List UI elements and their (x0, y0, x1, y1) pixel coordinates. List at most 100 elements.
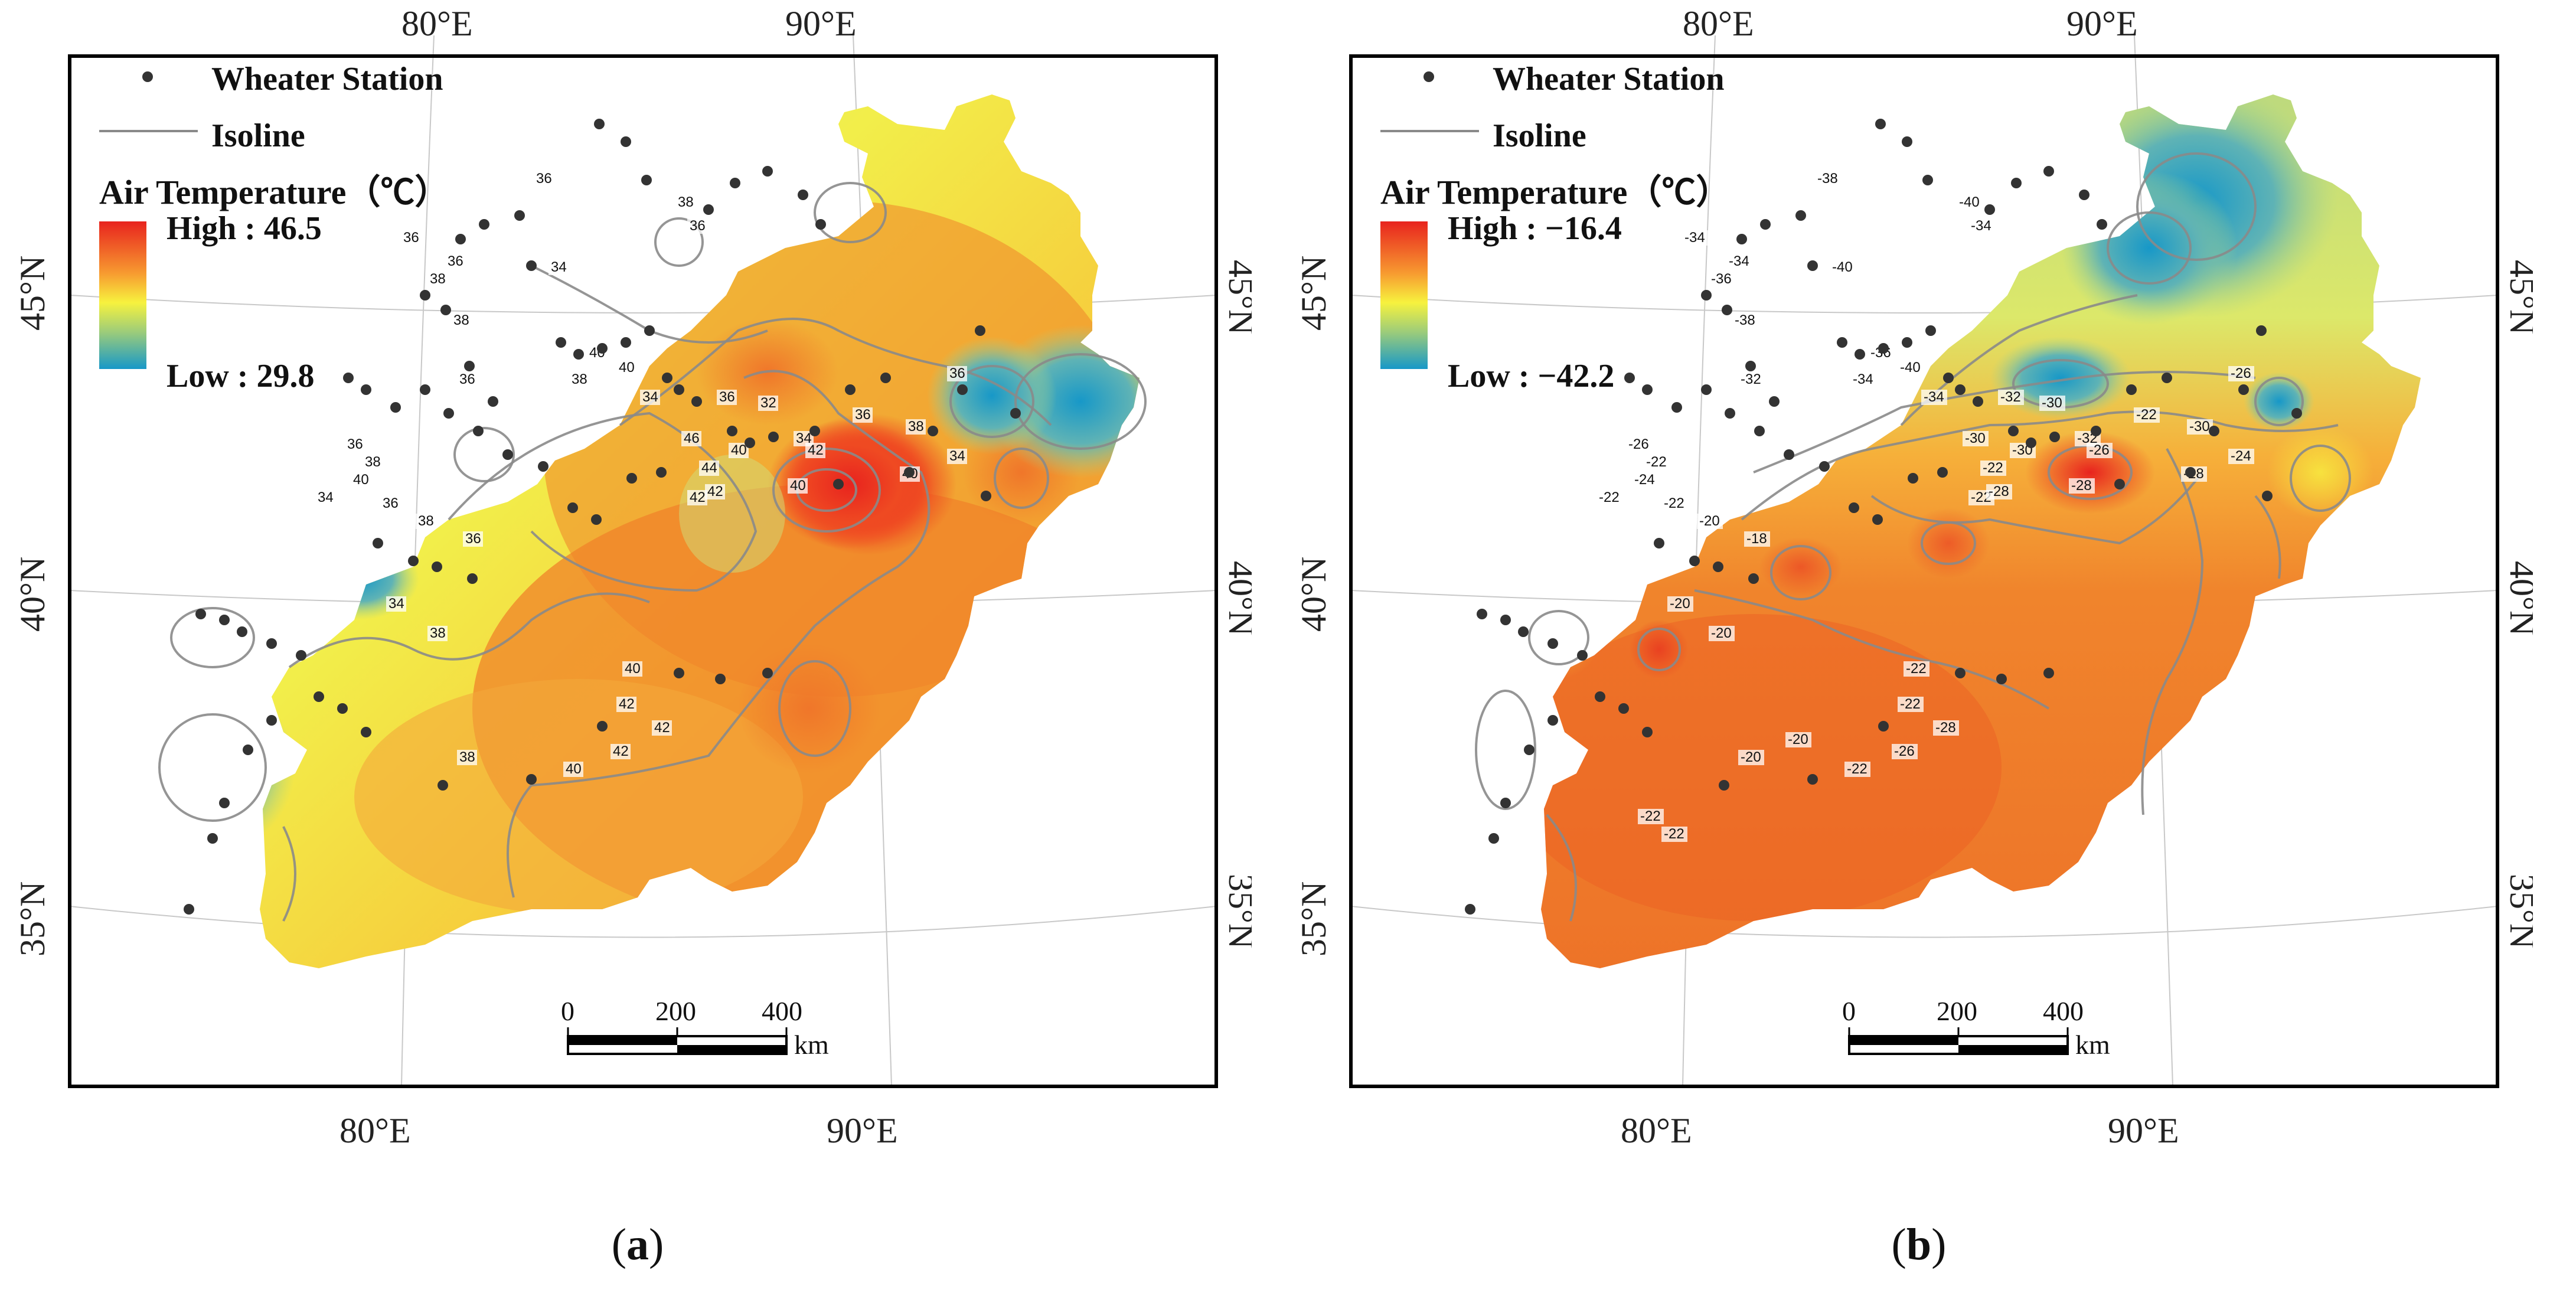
weather-station-dot (1955, 384, 1966, 395)
weather-station-dot (420, 384, 430, 395)
weather-station-dot (219, 798, 230, 808)
isoline-label: -22 (1900, 696, 1921, 712)
lat-label-left-45: 45°N (1294, 256, 1333, 331)
weather-station-dot (880, 373, 891, 383)
weather-station-dot (833, 479, 844, 489)
weather-station-dot (1754, 426, 1765, 436)
weather-station-dot (373, 538, 383, 548)
isolines-b (1475, 152, 2351, 922)
weather-station-dot (662, 373, 672, 383)
scale-tick-0: 0 (1842, 996, 1856, 1026)
isoline-label-bg (681, 431, 701, 446)
isoline-label-bg (1732, 313, 1758, 328)
panel-caption-b: (b) (1891, 1220, 1947, 1269)
weather-station-dot (1488, 833, 1499, 844)
isoline-label-bg (1644, 455, 1670, 470)
weather-station-dot (762, 668, 773, 678)
isoline-label: -36 (1711, 271, 1732, 287)
isoline-label-bg (1815, 171, 1841, 187)
scale-tick-400: 400 (762, 996, 802, 1026)
isoline-label-bg (947, 366, 967, 381)
weather-station-dot (594, 119, 605, 129)
weather-station-dot (266, 638, 277, 649)
weather-station-dot (2185, 467, 2196, 478)
isoline-label-bg (687, 490, 707, 505)
weather-station-dot (479, 219, 489, 230)
isoline-label: -28 (2071, 478, 2092, 494)
map-frame (68, 54, 1218, 1088)
isoline-label: -20 (1699, 513, 1720, 529)
isoline-label: 36 (459, 371, 475, 387)
isoline-label-bg (1850, 372, 1876, 387)
isoline-label: 38 (908, 419, 924, 435)
isoline-label-bg (548, 260, 569, 275)
weather-station-dot (2043, 166, 2054, 177)
color-ramp (99, 221, 146, 369)
weather-station-dot (1547, 638, 1558, 649)
weather-station-dot (1855, 349, 1865, 360)
isoline-label-bg (386, 596, 406, 612)
weather-station-dot (626, 473, 637, 484)
lat-label-left-45: 45°N (13, 256, 52, 331)
isoline-label-bg (1957, 195, 1983, 210)
isoline-label: 40 (353, 472, 369, 488)
lat-label-right-35: 35°N (2503, 874, 2533, 949)
isoline-label-bg (1626, 437, 1652, 452)
isoline-label: -20 (1788, 732, 1808, 747)
weather-station-dot (1577, 650, 1588, 661)
isoline-label: -28 (1989, 484, 2009, 499)
weather-station-dot (207, 833, 218, 844)
isoline-label: -18 (1746, 531, 1767, 547)
weather-station-dot (243, 745, 253, 755)
isoline-label-bg (2228, 366, 2254, 381)
lat-label-left-40: 40°N (1294, 557, 1333, 632)
isoline-label-bg (1998, 390, 2024, 405)
weather-station-dot (1642, 384, 1653, 395)
isoline-label: 40 (625, 661, 641, 677)
isoline-label: -32 (1741, 371, 1761, 387)
weather-station-dot (296, 650, 306, 661)
weather-station-dot (768, 432, 779, 442)
isoline-label: 42 (613, 743, 629, 759)
isoline-label-bg (380, 496, 400, 511)
isoline-label-bg (1933, 720, 1959, 736)
weather-station-dot (440, 305, 451, 315)
isoline-label-bg (622, 661, 642, 677)
isoline-label-bg (705, 484, 725, 499)
lon-label-top-90: 90°E (785, 4, 857, 43)
weather-station-dot (1984, 204, 1995, 215)
isoline-label-bg (1844, 762, 1870, 777)
isoline-label: 34 (318, 489, 334, 505)
isoline-label: -20 (1741, 749, 1761, 765)
legend-a: Wheater Station Isoline Air Temperature（… (99, 61, 449, 394)
isoline-label-bg (457, 750, 477, 765)
isoline-label: -22 (1640, 808, 1661, 824)
caption-letter: b (1906, 1220, 1932, 1269)
weather-station-dot (2256, 325, 2267, 336)
weather-station-dot (2162, 373, 2172, 383)
weather-station-dot (2238, 384, 2249, 395)
isoline-label-bg (427, 272, 448, 287)
isoline-label: 34 (949, 448, 965, 464)
weather-station-dot (219, 615, 230, 625)
weather-station-dot (815, 219, 826, 230)
lat-label-left-35: 35°N (1294, 881, 1333, 956)
isoline-label: 38 (430, 625, 446, 641)
weather-station-dot (1807, 260, 1818, 271)
weather-station-dot (1500, 615, 1511, 625)
weather-station-dot (314, 691, 324, 702)
panel-caption-a: (a) (611, 1220, 664, 1269)
weather-station-dot (361, 727, 371, 737)
weather-station-dot (420, 290, 430, 301)
isoline-label-bg (569, 372, 589, 387)
isoline-label: -22 (1906, 661, 1927, 677)
weather-station-dot (467, 573, 478, 584)
weather-station-dot (337, 703, 348, 714)
weather-station-dot (1769, 396, 1780, 407)
isoline-label-bg (2069, 478, 2095, 494)
legend-high: High : 46.5 (166, 210, 322, 247)
weather-station-dot (957, 384, 968, 395)
lon-label-bottom-90: 90°E (827, 1111, 898, 1150)
weather-station-dot (674, 384, 684, 395)
weather-station-dot (343, 373, 354, 383)
